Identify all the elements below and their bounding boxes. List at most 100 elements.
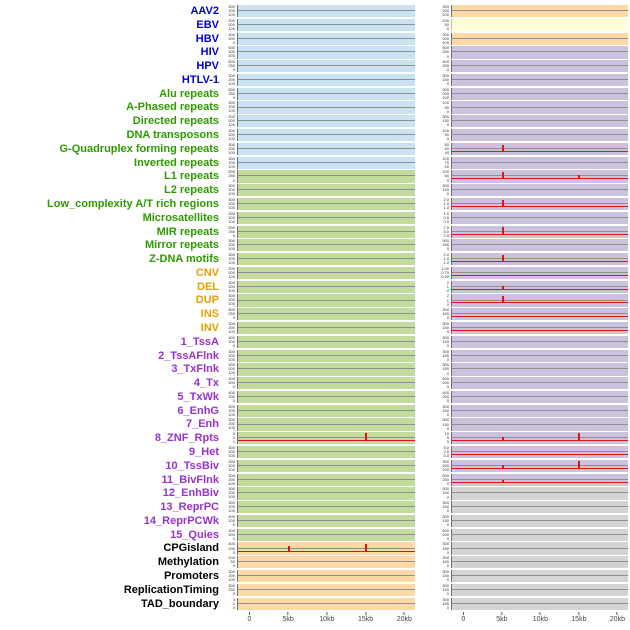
- feature-row: HPV 500 250 0 400 200 0: [0, 60, 628, 73]
- y-axis-ticks: 400 200 0: [437, 391, 451, 403]
- reference-line: [452, 437, 628, 439]
- column-gap: [415, 542, 437, 554]
- y-axis-ticks: 1.000.750.500.25: [437, 267, 451, 279]
- y-tick-label: 200: [442, 380, 449, 386]
- feature-row: HBV40020003002001000: [0, 32, 628, 45]
- y-tick-label: 300: [442, 363, 449, 368]
- y-axis-ticks: 3002001000: [224, 129, 237, 141]
- y-tick-label: 300: [228, 321, 235, 326]
- reference-line: [238, 65, 415, 67]
- y-tick-label: 300: [228, 459, 235, 464]
- y-tick-label: 2: [446, 294, 449, 299]
- y-tick-label: 100: [228, 494, 235, 500]
- row-label: 13_ReprPC: [160, 501, 219, 514]
- x-tick: 0: [461, 612, 465, 624]
- right-mini-panel: [451, 18, 628, 31]
- y-tick-label: 600: [228, 46, 235, 51]
- x-tick: 0: [248, 612, 251, 624]
- density-spike: [578, 433, 581, 442]
- right-mini-panel: [451, 142, 628, 155]
- feature-row: DEL3002001000210: [0, 280, 628, 293]
- y-tick-label: 50: [444, 104, 449, 110]
- left-mini-panel: [237, 60, 415, 73]
- y-tick-label: 200: [228, 504, 235, 510]
- column-gap: [415, 143, 437, 155]
- right-mini-panel: [451, 349, 628, 362]
- left-mini-panel: [237, 349, 415, 362]
- x-tick-label: 5kb: [282, 616, 294, 623]
- y-tick-label: 0.0: [443, 453, 449, 459]
- density-trace: [452, 288, 628, 290]
- y-tick-label: 300: [442, 5, 449, 9]
- y-axis-ticks: 3002001000: [224, 322, 237, 334]
- y-tick-label: 150: [442, 504, 449, 510]
- y-tick-label: 0: [446, 439, 449, 445]
- column-gap: [415, 115, 437, 127]
- y-tick-label: 300: [442, 335, 449, 340]
- left-mini-panel: [237, 570, 415, 583]
- y-axis-ticks: 3002001000: [224, 460, 237, 472]
- reference-line: [452, 533, 628, 535]
- row-label: Alu repeats: [159, 87, 219, 100]
- x-tick-mark: [578, 612, 580, 615]
- x-tick-label: 20kb: [609, 616, 625, 623]
- y-tick-label: 100: [228, 328, 235, 334]
- column-gap: [415, 460, 437, 472]
- y-axis-ticks: 806040200: [437, 143, 451, 155]
- y-axis-ticks: 400 200 0: [437, 529, 451, 541]
- y-axis-ticks: 400 200 0: [437, 377, 451, 389]
- reference-line: [238, 189, 415, 191]
- y-axis-ticks: 400 200 0: [224, 391, 237, 403]
- x-tick: 15kb: [358, 612, 373, 624]
- reference-line: [238, 10, 415, 12]
- left-mini-panel: [237, 18, 415, 31]
- y-tick-label: 300: [228, 115, 235, 120]
- column-gap: [415, 46, 437, 58]
- y-axis-ticks: 300 150 0: [437, 115, 451, 127]
- y-tick-label: 500: [228, 60, 235, 65]
- x-tick-label: 20kb: [396, 616, 412, 623]
- reference-line: [452, 37, 628, 39]
- y-axis-ticks: 300 150 0: [437, 515, 451, 527]
- row-label: Promoters: [163, 570, 219, 583]
- y-axis-ticks: 3002001000: [224, 198, 237, 210]
- y-tick-label: 200: [228, 200, 235, 206]
- y-tick-label: 150: [442, 77, 449, 82]
- right-mini-panel: [451, 432, 628, 445]
- right-mini-panel: [451, 390, 628, 404]
- reference-line: [452, 575, 628, 577]
- reference-line: [238, 423, 415, 425]
- feature-row: DNA transposons3002001000100500: [0, 129, 628, 142]
- feature-row: Inverted repeats 3002001000 1007550250: [0, 156, 628, 169]
- x-tick-mark: [462, 612, 464, 615]
- y-tick-label: 200: [228, 531, 235, 537]
- feature-row: 1_TssA 400 200 0 300 150 0: [0, 335, 628, 348]
- y-tick-label: 150: [442, 311, 449, 317]
- x-tick-mark: [287, 612, 289, 615]
- y-tick-label: 150: [442, 518, 449, 523]
- reference-line: [452, 203, 628, 205]
- y-tick-label: 0: [446, 535, 449, 541]
- y-tick-label: 5.0: [443, 446, 449, 450]
- y-tick-label: 0: [232, 522, 235, 528]
- feature-row: 15_Quies 400 200 0 400 200 0: [0, 528, 628, 541]
- feature-row: Low_complexity A/T rich regions 300 200 100…: [0, 197, 628, 211]
- reference-line: [452, 285, 628, 287]
- feature-row: 5_TxWk 400 200 0 400 200 0: [0, 390, 628, 404]
- y-tick-label: 100: [228, 163, 235, 169]
- y-tick-label: 50: [444, 21, 449, 27]
- density-trace: [452, 454, 628, 456]
- density-spike: [501, 255, 504, 263]
- column-gap: [415, 88, 437, 100]
- density-trace: [452, 274, 628, 276]
- row-label: G-Quadruplex forming repeats: [59, 142, 219, 155]
- right-mini-panel: [451, 184, 628, 197]
- y-tick-label: 100: [442, 101, 449, 106]
- y-tick-label: 500: [228, 87, 235, 92]
- density-trace: [452, 178, 628, 180]
- y-tick-label: 200: [228, 352, 235, 358]
- y-axis-ticks: 300 150 0: [437, 336, 451, 348]
- reference-line: [238, 395, 415, 397]
- y-tick-label: 300: [228, 473, 235, 478]
